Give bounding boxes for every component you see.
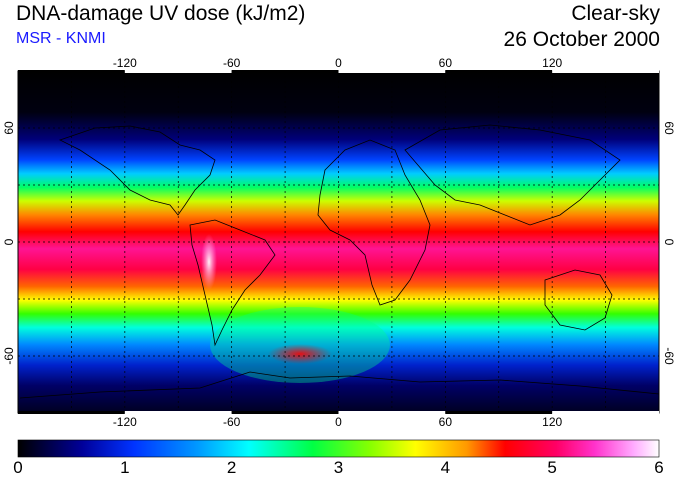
colorbar-tick-label: 1 [120,458,130,477]
lat-tick-label: 60 [2,121,16,135]
colorbar-tick-label: 4 [440,458,451,477]
sky-condition-label: Clear-sky [571,2,660,25]
antarctica-coast [19,371,660,399]
frame-bar-segment [445,70,553,73]
lon-tick-label: 120 [542,415,562,429]
lon-tick-labels-top: -120 -60 0 60 120 [113,56,563,70]
frame-bar-segment [124,70,232,73]
frame-bar-segment [445,411,553,414]
europe-africa-coast [317,139,431,306]
lon-tick-label: -120 [113,415,137,429]
southern-hotspot [268,344,332,364]
colorbar-tick-label: 0 [13,458,23,477]
colorbar-tick-label: 5 [547,458,557,477]
source-label: MSR - KNMI [16,30,106,47]
lon-tick-label: -60 [223,415,241,429]
graticule [18,71,659,413]
colorbar-tick-label: 2 [226,458,237,477]
coastlines [19,124,660,399]
frame-bar-segment [552,411,659,414]
south-america-coast [189,219,276,347]
frame-bar-segment [18,411,125,414]
frame-bar-segment [231,411,339,414]
frame-bar-segment [124,411,232,414]
lon-tick-label: 0 [335,415,342,429]
date-label: 26 October 2000 [503,28,660,51]
frame-bar-segment [231,70,339,73]
lat-tick-labels-left: 60 0 -60 [2,121,16,365]
lon-tick-label: -60 [223,56,241,70]
lon-tick-label: 60 [439,415,453,429]
lon-tick-label: 60 [439,56,453,70]
australia-coast [544,269,613,331]
colorbar-tick-label: 6 [654,458,664,477]
colorbar [17,439,660,458]
colorbar-tick-label: 3 [333,458,344,477]
lat-tick-labels-right: 60 0 -60 [662,121,676,365]
lat-tick-label: 60 [662,121,676,135]
north-america-coast [58,125,216,216]
lon-tick-label: 0 [335,56,342,70]
map-title: DNA-damage UV dose (kJ/m2) [16,2,306,25]
lat-tick-label: -60 [662,347,676,365]
lat-tick-label: 0 [2,238,16,245]
andes-high-uv [201,234,217,290]
frame-bar-segment [338,411,446,414]
lat-tick-label: 0 [662,239,676,246]
frame-bar-segment [18,70,125,73]
frame-bar-segment [338,70,446,73]
lon-tick-label: -120 [113,56,137,70]
frame-scale-bars [18,70,659,414]
asia-coast [404,124,621,226]
lon-tick-label: 120 [542,56,562,70]
lat-tick-label: -60 [2,347,16,365]
frame-bar-segment [552,70,659,73]
lon-tick-labels-bottom: -120 -60 0 60 120 [113,415,563,429]
